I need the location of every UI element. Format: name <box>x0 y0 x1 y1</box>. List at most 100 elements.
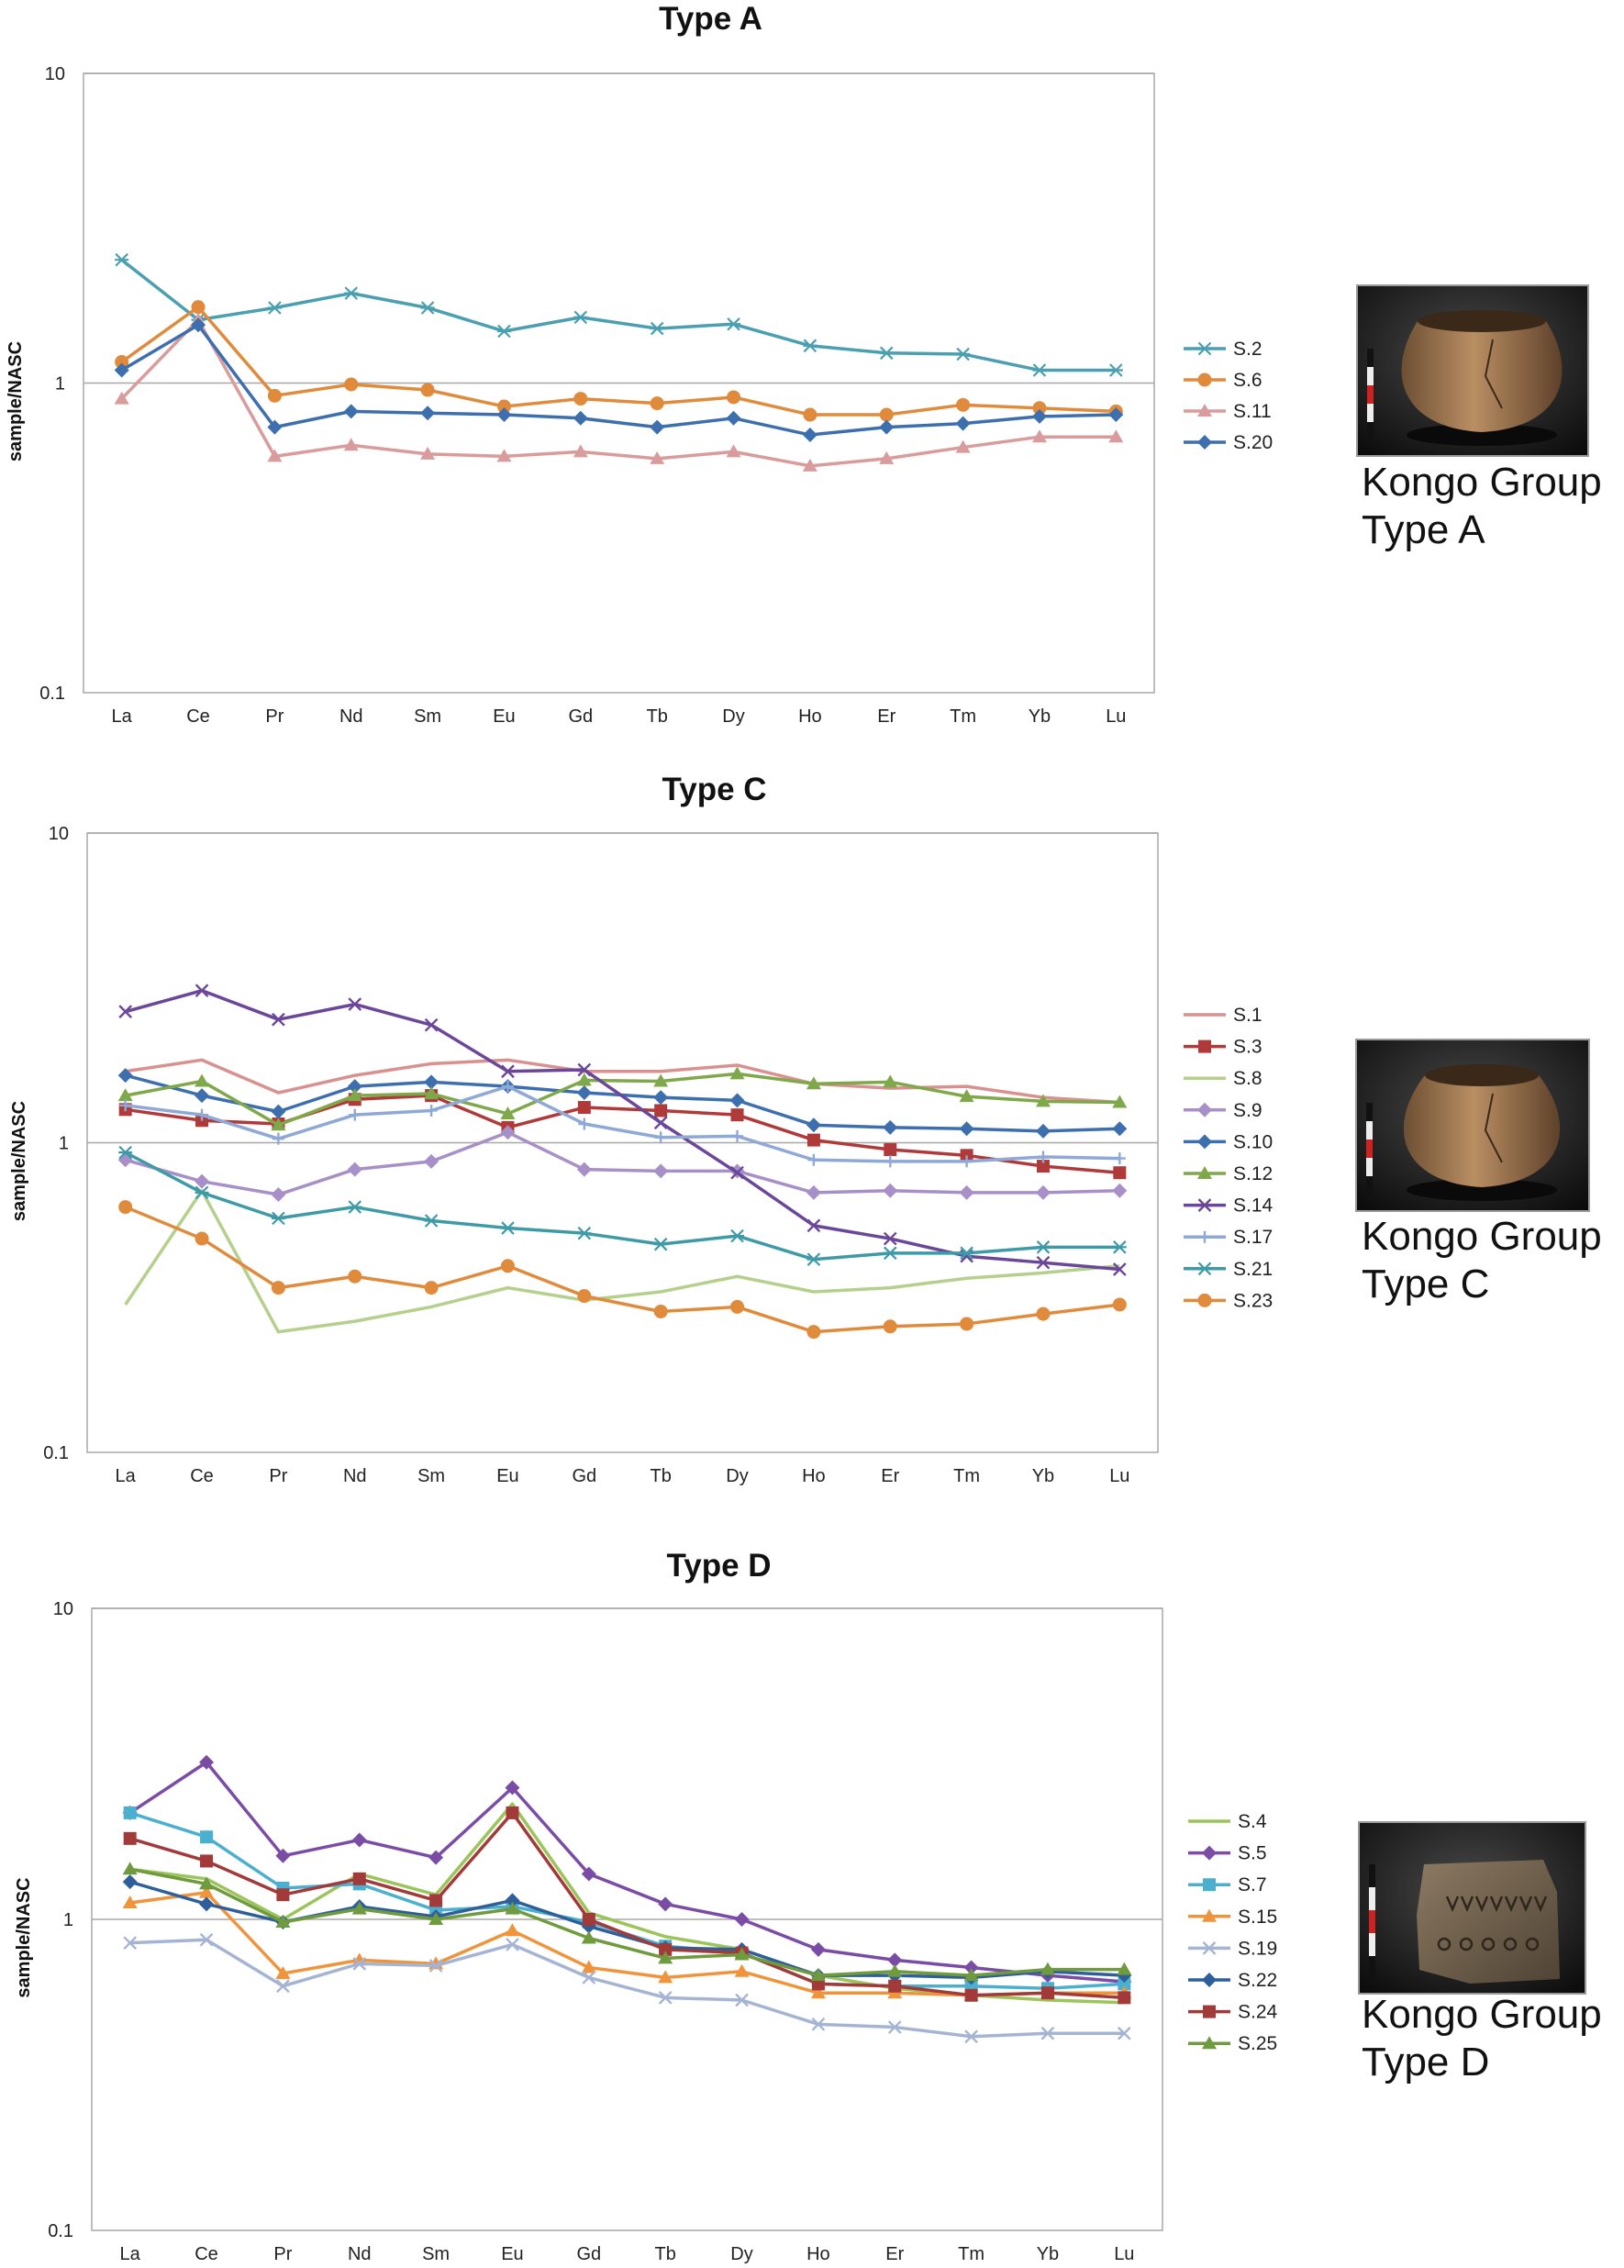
marker-10 <box>884 1143 897 1157</box>
marker-3 <box>351 1901 367 1915</box>
marker-12 <box>1036 1160 1050 1173</box>
marker-11 <box>963 1960 979 1975</box>
marker-7 <box>650 396 664 411</box>
marker-10 <box>883 1119 898 1135</box>
y-tick-label: 0.1 <box>48 2221 73 2241</box>
marker-6 <box>581 1960 596 1973</box>
scale-bar-segment <box>1369 1864 1375 1887</box>
marker-12 <box>1035 1094 1051 1107</box>
sherd-impression <box>1503 1937 1518 1951</box>
x-tick-label: Yb <box>1029 706 1051 727</box>
marker-4 <box>420 406 436 421</box>
y-tick-label: 10 <box>45 64 65 84</box>
legend-label: S.2 <box>1233 339 1262 360</box>
marker-2 <box>271 1211 285 1226</box>
marker-11 <box>963 1968 979 1982</box>
series-S19 <box>123 1932 1131 2044</box>
marker-3 <box>347 1088 362 1102</box>
series-S17 <box>119 1080 1126 1168</box>
legend-item: S.11 <box>1184 401 1272 422</box>
x-tick-label: Dy <box>722 706 744 727</box>
photo-caption: Kongo Group <box>1362 460 1602 505</box>
marker-5 <box>500 1259 515 1273</box>
chart-panel-1: Type A 10 1 0.1 sample/NASC La Ce Pr Nd Sm Eu Gd Tb D… <box>6 1 1602 727</box>
y-tick-label: 10 <box>53 1599 73 1619</box>
scale-bar-segment <box>1366 1103 1373 1121</box>
artifact-photo <box>1355 1039 1590 1212</box>
legend-label: S.14 <box>1233 1195 1274 1217</box>
series-line <box>124 1189 1120 1334</box>
marker-9 <box>802 428 818 443</box>
marker-2 <box>272 1012 285 1027</box>
marker-2 <box>271 1281 285 1295</box>
x-tick-label: Tb <box>655 2244 676 2264</box>
marker-9 <box>803 407 818 422</box>
marker-7 <box>650 321 664 336</box>
sherd-impression <box>1437 1937 1452 1951</box>
marker-3 <box>344 286 359 300</box>
pot-rim <box>1425 1064 1539 1086</box>
series-line <box>120 317 1117 468</box>
series-S10 <box>117 1068 1128 1139</box>
sherd-incision <box>1474 1896 1489 1913</box>
legend-label: S.23 <box>1233 1290 1273 1311</box>
x-tick-label: Lu <box>1106 706 1126 727</box>
legend-label: S.1 <box>1233 1005 1262 1026</box>
legend-label: S.7 <box>1238 1874 1267 1896</box>
marker-10 <box>887 1963 903 1977</box>
x-tick-label: Gd <box>576 2244 601 2264</box>
marker-8 <box>727 317 741 331</box>
marker-7 <box>658 1896 673 1912</box>
marker-8 <box>734 1963 750 1977</box>
series-S21 <box>118 1145 1127 1266</box>
series-S11 <box>114 312 1124 472</box>
marker-8 <box>735 1993 749 2007</box>
marker-11 <box>959 1184 974 1200</box>
marker-9 <box>807 1153 820 1166</box>
marker-legend <box>1197 404 1212 417</box>
marker-4 <box>424 1214 439 1228</box>
x-tick-label: Nd <box>339 706 363 727</box>
legend-label: S.21 <box>1233 1259 1273 1280</box>
series-S8 <box>124 1189 1120 1334</box>
chart-title: Type D <box>666 1548 771 1584</box>
legend-label: S.24 <box>1238 2002 1278 2023</box>
marker-3 <box>349 1108 362 1121</box>
marker-10 <box>883 1246 897 1261</box>
legend-item: S.17 <box>1184 1227 1273 1248</box>
series-S15 <box>122 1884 1132 2001</box>
marker-1 <box>195 984 209 998</box>
marker-7 <box>658 1970 673 1984</box>
marker-7 <box>654 1131 667 1144</box>
marker-3 <box>348 1269 362 1284</box>
legend-item: S.6 <box>1184 370 1262 391</box>
sherd-impression <box>1525 1937 1540 1951</box>
marker-13 <box>1112 1240 1127 1254</box>
x-tick-label: Ho <box>802 1466 826 1486</box>
series-line <box>125 1072 1120 1128</box>
marker-11 <box>964 1988 978 2002</box>
marker-11 <box>964 2029 978 2044</box>
x-tick-label: Tm <box>950 706 976 727</box>
marker-4 <box>424 1281 439 1295</box>
marker-1 <box>195 1088 210 1104</box>
marker-9 <box>803 339 818 353</box>
marker-legend <box>1198 1230 1211 1243</box>
marker-0 <box>123 1936 138 1951</box>
marker-10 <box>879 346 894 361</box>
marker-13 <box>1118 1977 1131 1991</box>
x-tick-label: Pr <box>265 706 284 727</box>
marker-1 <box>200 1854 214 1868</box>
x-tick-label: Sm <box>417 1466 445 1486</box>
series-line <box>129 1938 1125 2039</box>
marker-legend <box>1197 1293 1212 1307</box>
marker-8 <box>730 1228 745 1243</box>
marker-11 <box>960 1246 974 1261</box>
marker-13 <box>1117 2026 1131 2040</box>
marker-8 <box>730 1299 745 1314</box>
marker-legend <box>1198 1040 1211 1053</box>
legend-item: S.2 <box>1184 339 1262 360</box>
x-tick-label: Ce <box>195 2244 218 2264</box>
marker-7 <box>653 1073 669 1087</box>
marker-6 <box>577 1101 591 1115</box>
